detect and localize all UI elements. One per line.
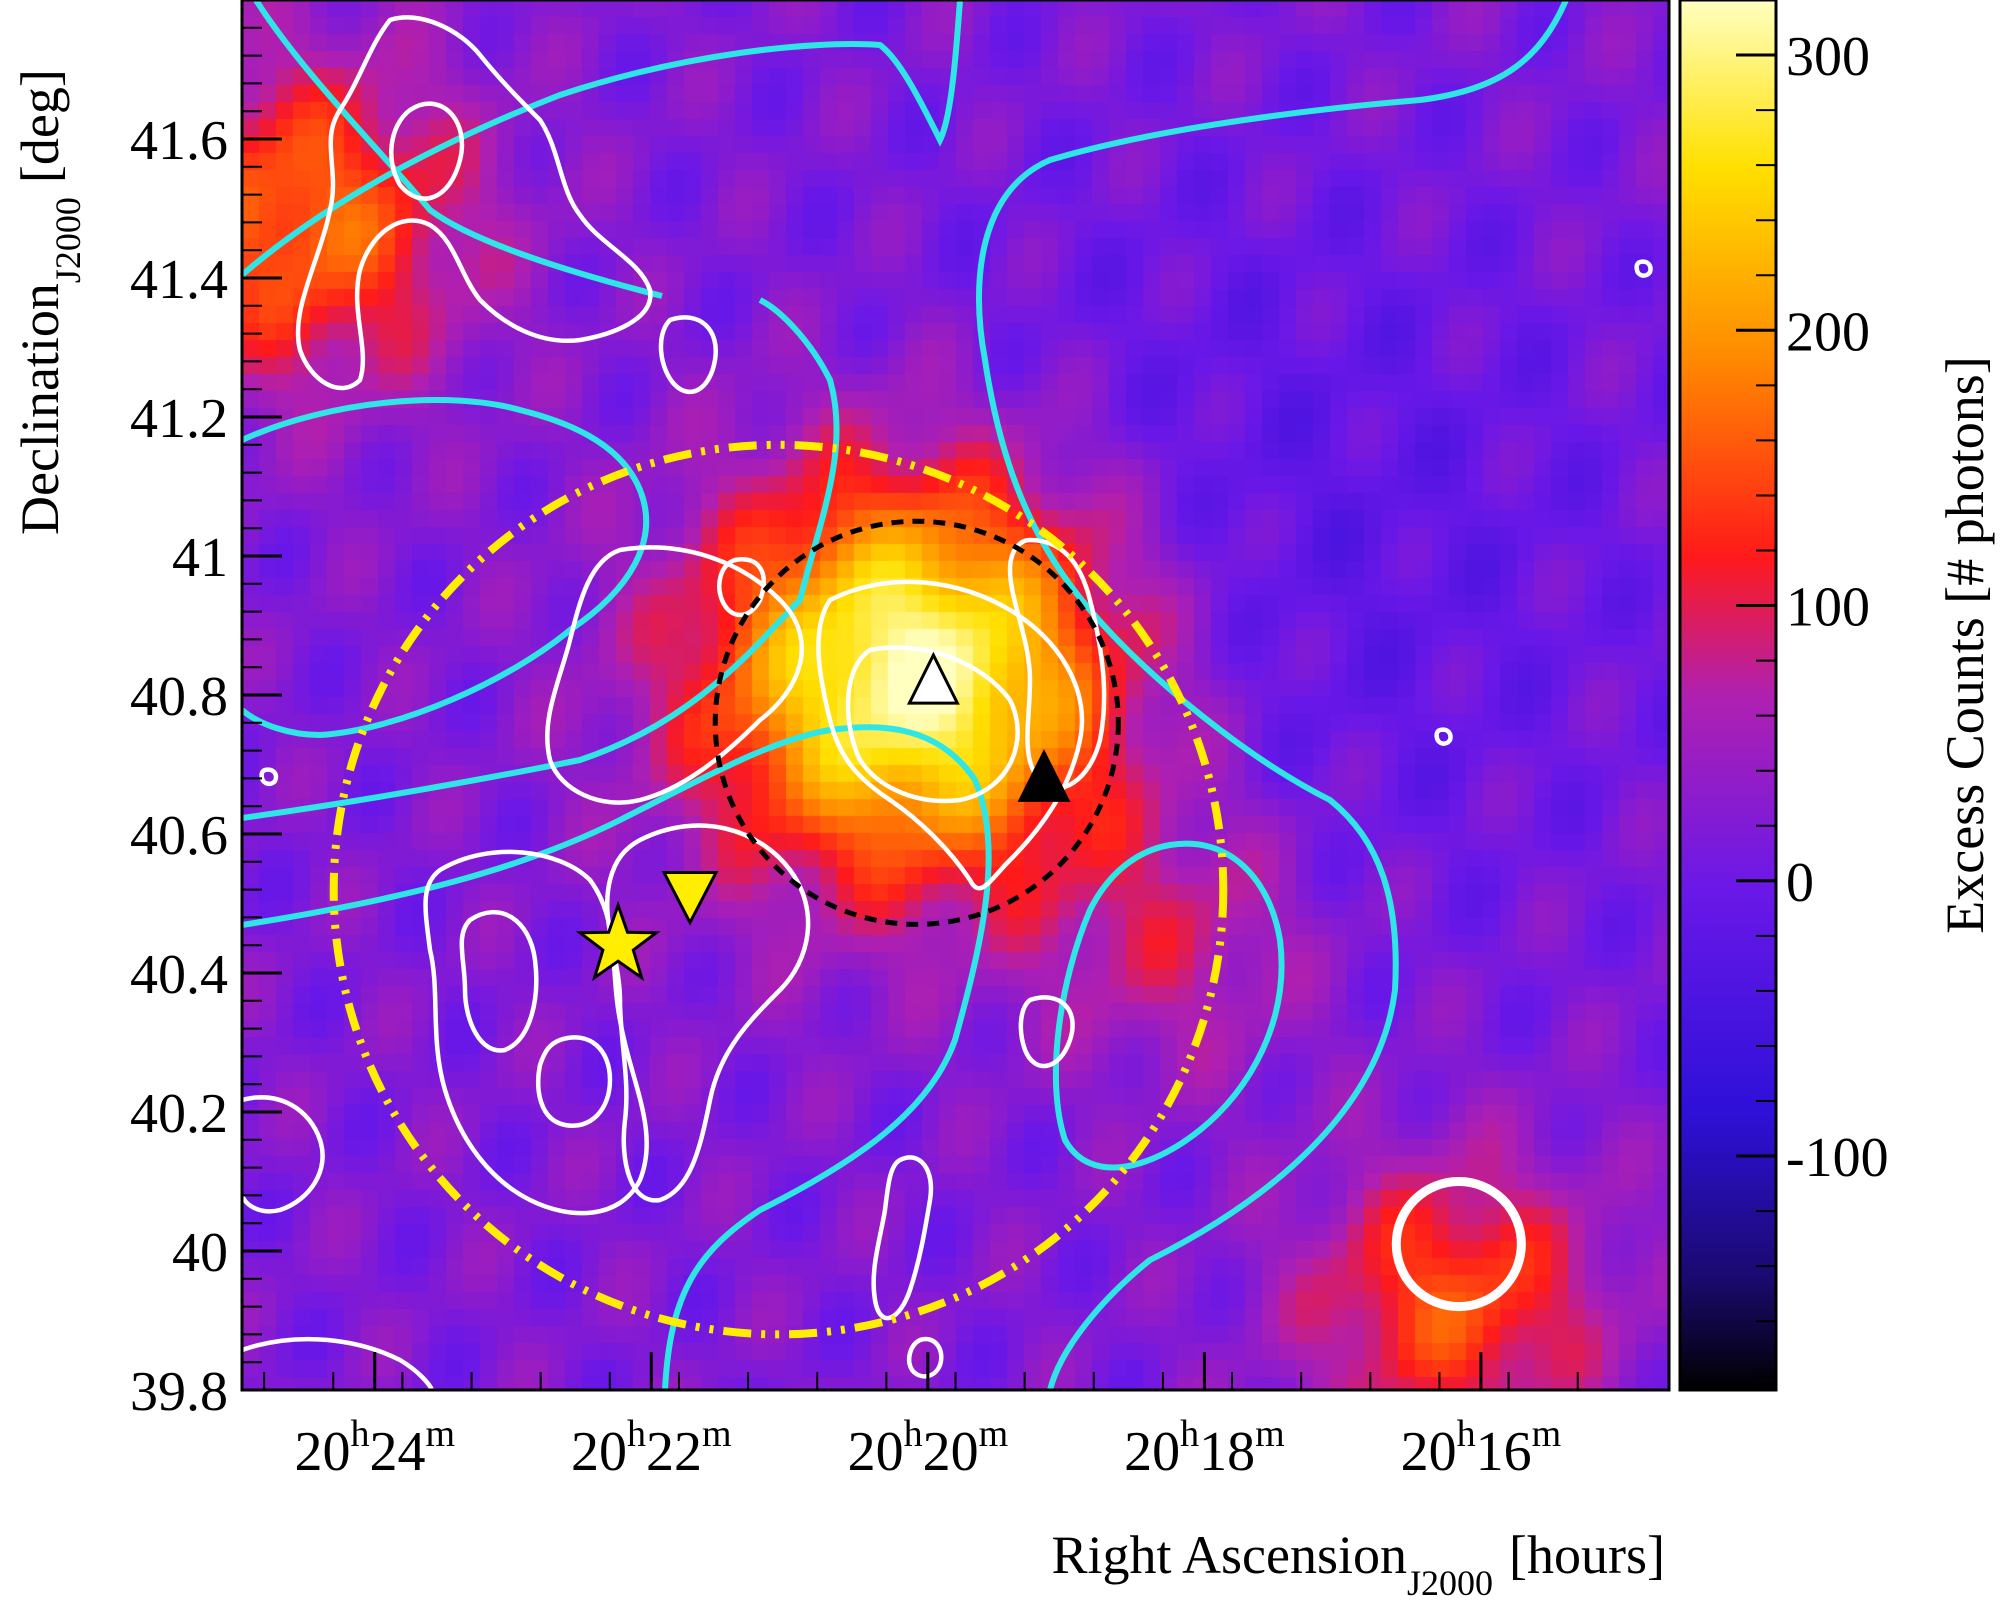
y-tick-label: 41.6 — [130, 110, 228, 172]
x-tick-label: 20h22m — [571, 1413, 732, 1483]
colorbar-tick-label: 0 — [1786, 852, 1814, 914]
colorbar-tick-label: 200 — [1786, 301, 1870, 363]
y-tick-label: 39.8 — [130, 1361, 228, 1423]
y-tick-label: 41.2 — [130, 388, 228, 450]
x-axis-title-main: Right Ascension — [1052, 1525, 1408, 1585]
y-tick-label: 41.4 — [130, 249, 228, 311]
y-tick-label: 40.4 — [130, 944, 228, 1006]
y-axis-title-unit: [deg] — [10, 69, 70, 183]
x-tick-label: 20h20m — [848, 1413, 1009, 1483]
colorbar: -100 0 100 200 300 Excess Counts [# photons] — [1680, 0, 1995, 1390]
colorbar-tick-label: 100 — [1786, 577, 1870, 639]
y-tick-label: 40.2 — [130, 1083, 228, 1145]
colorbar-gradient — [1680, 0, 1776, 1390]
x-tick-label: 20h24m — [294, 1413, 455, 1483]
y-tick-label: 40.8 — [130, 666, 228, 728]
y-axis-title-main: Declination — [10, 283, 70, 535]
y-axis-title: DeclinationJ2000 [deg] — [10, 69, 88, 535]
colorbar-title: Excess Counts [# photons] — [1935, 356, 1995, 933]
y-tick-label: 41 — [172, 527, 228, 589]
colorbar-tick-label: -100 — [1786, 1127, 1889, 1189]
y-axis-title-sub: J2000 — [48, 197, 88, 283]
x-tick-label: 20h16m — [1401, 1413, 1562, 1483]
colorbar-tick-label: 300 — [1786, 26, 1870, 88]
x-tick-label: 20h18m — [1124, 1413, 1285, 1483]
y-tick-label: 40 — [172, 1222, 228, 1284]
x-axis-title: Right AscensionJ2000 [hours] — [1052, 1525, 1666, 1603]
x-axis-title-sub: J2000 — [1407, 1563, 1493, 1603]
y-tick-label: 40.6 — [130, 805, 228, 867]
x-axis-title-unit: [hours] — [1509, 1525, 1665, 1585]
